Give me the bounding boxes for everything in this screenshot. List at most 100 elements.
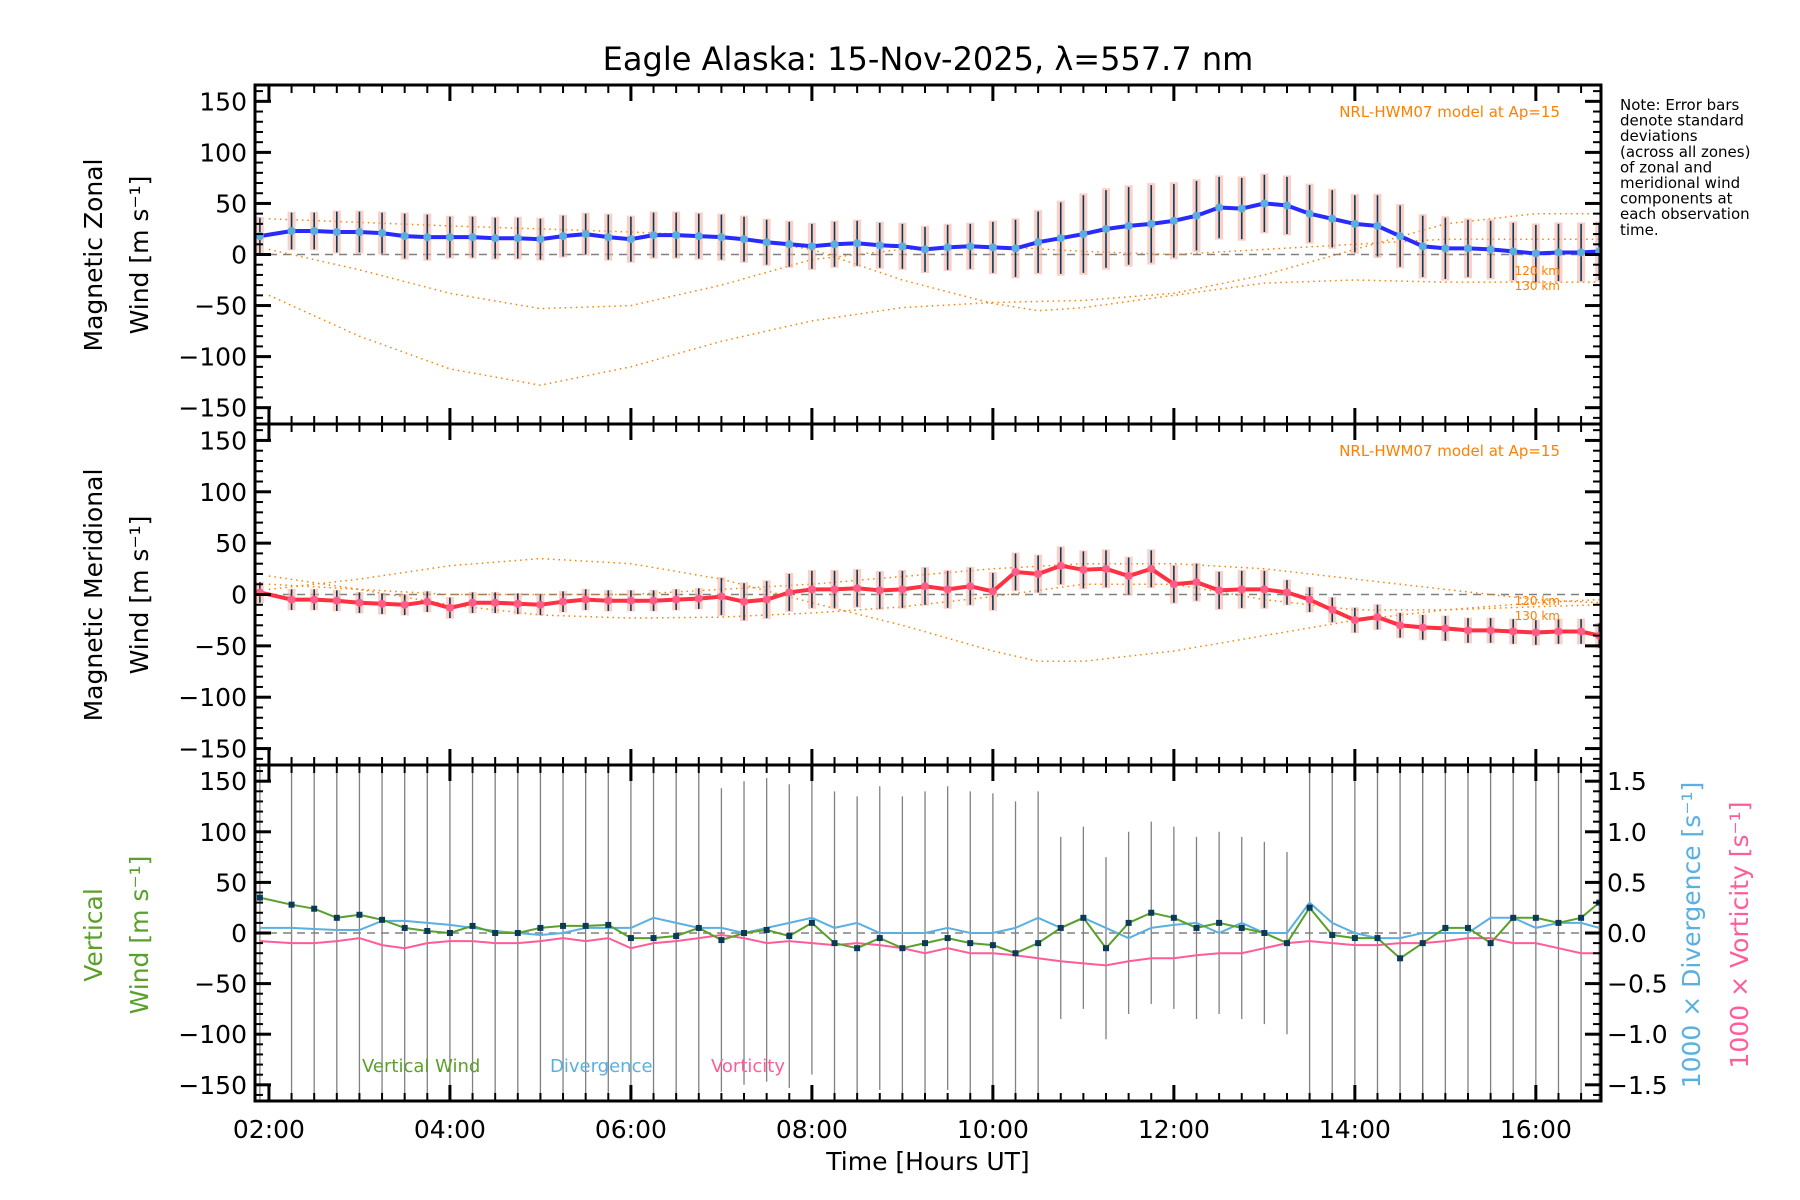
- data-point: [1463, 626, 1472, 635]
- y-tick-label: 100: [199, 138, 247, 167]
- data-point: [1554, 248, 1563, 257]
- meridional-ylabel-2: Wind [m s⁻¹]: [125, 516, 154, 675]
- model-label: NRL-HWM07 model at Ap=15: [1339, 103, 1560, 121]
- data-point: [1215, 203, 1224, 212]
- data-point: [1531, 249, 1540, 258]
- y-tick-label: −150: [178, 394, 247, 423]
- data-point: [581, 230, 590, 239]
- vertical-wind-point: [1464, 924, 1471, 931]
- data-point: [966, 582, 975, 591]
- data-point: [378, 599, 387, 608]
- data-point: [1079, 565, 1088, 574]
- y-tick-label: 50: [215, 868, 247, 897]
- vertical-wind-point: [1283, 940, 1290, 947]
- data-point: [988, 587, 997, 596]
- note-line: components at: [1620, 190, 1733, 208]
- vertical-wind-point: [1397, 955, 1404, 962]
- data-point: [694, 594, 703, 603]
- vertical-wind-point: [786, 933, 793, 940]
- zonal-ylabel-1: Magnetic Zonal: [79, 159, 108, 352]
- vertical-wind-point: [1170, 914, 1177, 921]
- vertical-wind-point: [288, 901, 295, 908]
- data-point: [1441, 244, 1450, 253]
- vertical-wind-point: [560, 922, 567, 929]
- data-point: [378, 229, 387, 238]
- vertical-wind-point: [899, 945, 906, 952]
- data-point: [1237, 204, 1246, 213]
- model-altitude-label: 120 km: [1515, 264, 1560, 278]
- note-line: deviations: [1620, 127, 1698, 145]
- vertical-panel: 1.5 1.0 0.5 0.0 −0.5 −1.0 −1.5 02:00 04:00 06:00 0…: [178, 763, 1668, 1144]
- y2-tick-label: −0.5: [1607, 970, 1668, 999]
- y2-tick-label: 1.5: [1607, 767, 1647, 796]
- vertical-wind-point: [944, 935, 951, 942]
- data-point: [649, 596, 658, 605]
- data-point: [468, 233, 477, 242]
- data-point: [762, 595, 771, 604]
- vertical-wind-point: [1148, 909, 1155, 916]
- data-point: [966, 242, 975, 251]
- vertical-wind-point: [1306, 904, 1313, 911]
- data-point: [1577, 248, 1586, 257]
- y-tick-label: −150: [178, 1071, 247, 1100]
- y2-tick-label: −1.0: [1607, 1020, 1668, 1049]
- y-tick-label: 50: [215, 529, 247, 558]
- note-line: Note: Error bars: [1620, 96, 1740, 114]
- y-tick-label: −50: [194, 632, 247, 661]
- data-point: [559, 232, 568, 241]
- vertical-wind-point: [1125, 919, 1132, 926]
- vertical-wind-point: [627, 935, 634, 942]
- data-point: [513, 599, 522, 608]
- data-point: [1237, 585, 1246, 594]
- y2-tick-label: −1.5: [1607, 1071, 1668, 1100]
- divergence-y2label: 1000 × Divergence [s⁻¹]: [1677, 782, 1706, 1089]
- y2-tick-label: 1.0: [1607, 818, 1647, 847]
- data-point: [1260, 199, 1269, 208]
- vertical-wind-point: [763, 926, 770, 933]
- model-curve: [268, 562, 1600, 604]
- data-point: [1531, 628, 1540, 637]
- vertical-wind-point: [582, 922, 589, 929]
- vertical-wind-point: [650, 935, 657, 942]
- data-point: [1441, 624, 1450, 633]
- data-point: [1124, 572, 1133, 581]
- y-tick-label: 0: [231, 581, 247, 610]
- data-point: [1305, 595, 1314, 604]
- data-point: [853, 584, 862, 593]
- vertical-wind-point: [311, 905, 318, 912]
- data-point: [853, 239, 862, 248]
- plot-area: [255, 765, 1601, 1101]
- vertical-wind-point: [1216, 919, 1223, 926]
- y-tick-label: −50: [194, 970, 247, 999]
- vorticity-y2label: 1000 × Vorticity [s⁻¹]: [1725, 802, 1754, 1069]
- vertical-wind-point: [1057, 924, 1064, 931]
- vertical-wind-point: [967, 940, 974, 947]
- data-point: [1509, 627, 1518, 636]
- data-point: [287, 227, 296, 236]
- plot-area: [255, 546, 1601, 663]
- data-point: [1396, 621, 1405, 630]
- data-point: [332, 596, 341, 605]
- data-point: [672, 595, 681, 604]
- data-point: [1124, 221, 1133, 230]
- vertical-wind-point: [876, 935, 883, 942]
- model-curve: [268, 557, 1600, 663]
- vertical-wind-point: [1419, 940, 1426, 947]
- data-point: [1192, 211, 1201, 220]
- data-point: [400, 232, 409, 241]
- data-point: [1056, 234, 1065, 243]
- vertical-wind-point: [1442, 924, 1449, 931]
- x-axis-label: Time [Hours UT]: [825, 1147, 1029, 1176]
- vertical-wind-point: [537, 924, 544, 931]
- data-point: [1282, 588, 1291, 597]
- y-tick-label: 150: [199, 426, 247, 455]
- y-tick-label: 0: [231, 241, 247, 270]
- x-tick-label: 04:00: [414, 1115, 486, 1144]
- data-point: [785, 588, 794, 597]
- x-tick-label: 10:00: [957, 1115, 1029, 1144]
- data-point: [1215, 586, 1224, 595]
- data-point: [310, 227, 319, 236]
- data-point: [1282, 201, 1291, 210]
- vertical-wind-point: [356, 911, 363, 918]
- meridional-ylabel-1: Magnetic Meridional: [79, 469, 108, 722]
